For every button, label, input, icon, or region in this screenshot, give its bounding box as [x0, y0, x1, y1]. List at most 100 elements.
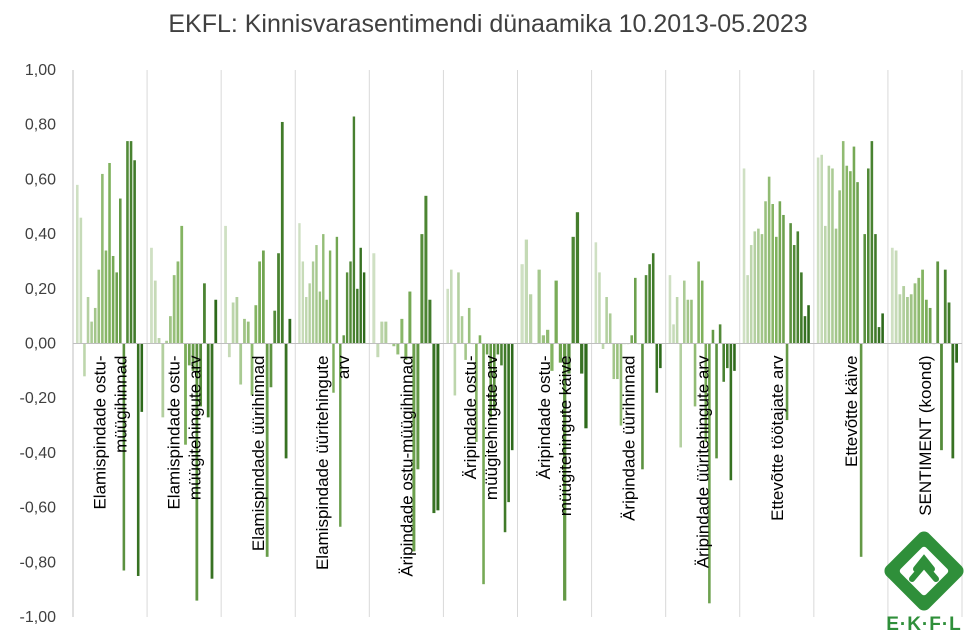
y-tick-label: 0,60 — [25, 171, 56, 188]
data-bar — [771, 204, 774, 344]
data-bar — [485, 343, 489, 355]
data-bar — [704, 343, 708, 442]
data-bar — [404, 343, 408, 360]
data-bar — [575, 212, 580, 344]
data-bar — [648, 264, 651, 344]
data-bar — [101, 173, 104, 344]
ekfl-logo: E·K·F·L — [874, 526, 974, 636]
axis-layer: 1,00 0,80 0,60 0,40 0,20 0,00 -0,20 -0,40 -0,60 -… — [20, 62, 962, 626]
data-bar — [356, 288, 359, 344]
data-bar — [339, 343, 342, 527]
data-bar — [711, 329, 715, 344]
data-bar — [277, 253, 280, 344]
data-bar — [917, 277, 921, 344]
data-bar — [859, 343, 863, 557]
data-bar — [722, 343, 725, 382]
data-bar — [496, 343, 500, 355]
bars-layer — [76, 116, 958, 604]
data-bar — [318, 291, 322, 344]
data-bar — [325, 299, 328, 344]
data-bar — [715, 343, 718, 459]
data-bar — [284, 343, 288, 459]
data-bar — [800, 272, 803, 344]
data-bar — [558, 343, 563, 363]
data-bar — [550, 343, 554, 371]
data-bar — [792, 245, 796, 344]
data-bar — [493, 343, 496, 410]
data-bar — [384, 321, 388, 344]
data-bar — [191, 343, 195, 371]
data-bar — [898, 294, 902, 344]
data-bar — [308, 283, 311, 344]
data-bar — [420, 234, 424, 344]
data-bar — [372, 253, 376, 344]
data-bar — [571, 236, 575, 344]
data-bar — [362, 272, 366, 344]
data-bar — [764, 201, 767, 344]
data-bar — [881, 313, 884, 344]
data-bar — [165, 340, 168, 344]
category-label-line: Elamispindade ostu- — [91, 356, 110, 510]
data-bar — [940, 343, 943, 451]
data-bar — [753, 231, 757, 344]
category-label-line: Elamispindade üüritehingute — [313, 356, 332, 571]
data-bar — [140, 343, 144, 412]
data-bar — [111, 255, 115, 344]
data-bar — [76, 184, 79, 344]
data-bar — [852, 146, 856, 344]
data-bar — [122, 343, 126, 571]
category-label-line: Äripindade üürihinnad — [620, 356, 639, 521]
data-bar — [874, 234, 877, 344]
data-bar — [816, 157, 820, 344]
data-bar — [890, 247, 894, 344]
data-bar — [376, 343, 380, 358]
y-tick-label: -1,00 — [20, 609, 57, 626]
data-bar — [726, 343, 729, 369]
category-label: Elamispindade ostu-müügihinnad — [91, 356, 131, 510]
category-label-line: Elamispindade üürihinnad — [249, 356, 268, 552]
data-bar — [489, 343, 492, 418]
data-bar — [909, 294, 913, 344]
data-bar — [718, 324, 722, 344]
data-bar — [129, 141, 133, 344]
data-bar — [269, 343, 273, 388]
data-bar — [507, 343, 510, 503]
data-bar — [428, 299, 432, 344]
data-bar — [280, 121, 284, 344]
data-bar — [258, 261, 261, 344]
data-bar — [97, 269, 101, 344]
data-bar — [214, 299, 218, 344]
data-bar — [311, 261, 315, 344]
category-label-line: Elamispindade ostu- — [165, 356, 184, 510]
data-bar — [924, 299, 928, 344]
data-bar — [359, 247, 362, 344]
data-bar — [453, 343, 457, 396]
data-bar — [683, 280, 686, 344]
category-label: Elamispindade ostu-müügitehingute arv — [165, 355, 205, 510]
data-bar — [457, 272, 460, 344]
data-bar — [775, 236, 778, 344]
data-bar — [778, 201, 782, 344]
data-bar — [108, 162, 111, 344]
data-bar — [288, 318, 292, 344]
data-bar — [153, 280, 157, 344]
data-bar — [605, 297, 608, 344]
data-bar — [133, 160, 136, 344]
data-bar — [644, 275, 648, 344]
data-bar — [172, 275, 176, 344]
data-bar — [612, 343, 616, 380]
data-bar — [195, 343, 199, 601]
data-bar — [83, 343, 86, 377]
category-label: Äripindade ostu-müügitehingute käive — [535, 356, 575, 517]
data-bar — [342, 335, 345, 344]
data-bar — [856, 182, 859, 344]
data-bar — [841, 141, 845, 344]
data-bar — [870, 141, 874, 344]
data-bar — [749, 245, 753, 344]
data-bar — [510, 343, 514, 451]
data-bar — [955, 343, 958, 363]
data-bar — [412, 343, 416, 552]
data-bar — [951, 343, 955, 459]
data-bar — [436, 343, 440, 511]
data-bar — [679, 343, 682, 448]
